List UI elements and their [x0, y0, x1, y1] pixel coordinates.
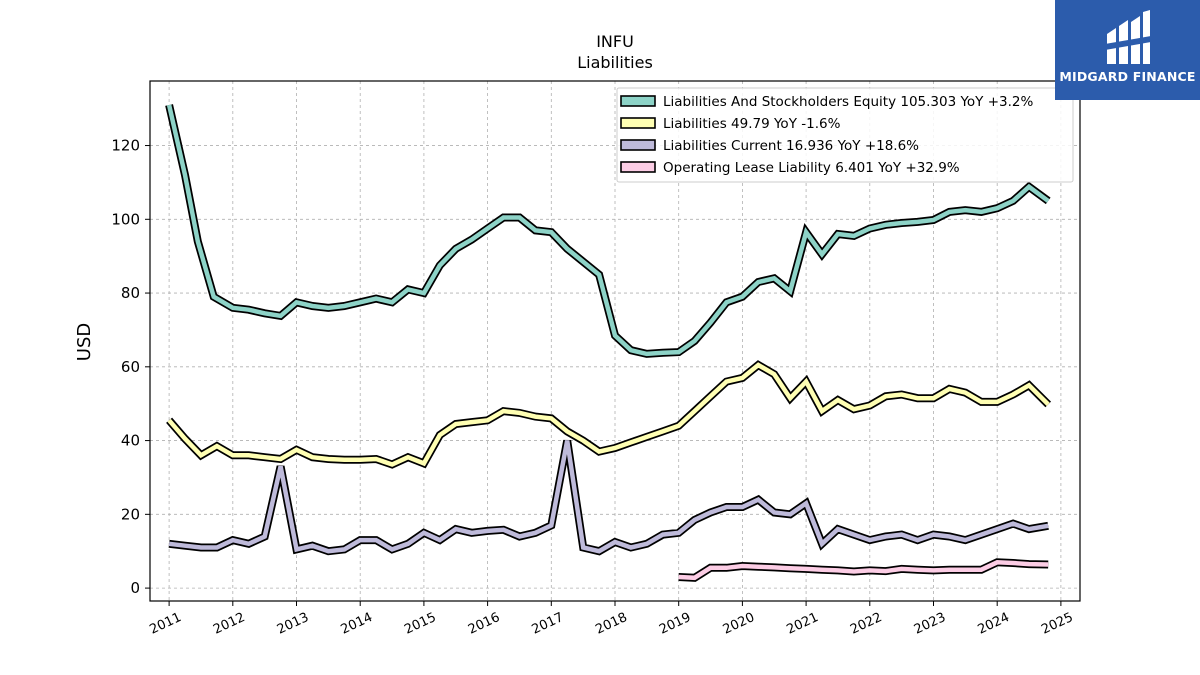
series-liabilities-and-stockholders-equity: [165, 104, 1051, 358]
x-tick-label: 2011: [147, 610, 183, 638]
legend-entry: Operating Lease Liability 6.401 YoY +32.…: [663, 160, 960, 176]
x-tick-label: 2024: [976, 610, 1012, 638]
brand-logo-text: MIDGARD FINANCE: [1059, 69, 1196, 84]
legend-swatch: [620, 161, 656, 173]
series-operating-lease-liability: [678, 558, 1049, 582]
chart-title: INFU: [596, 32, 634, 51]
x-tick-label: 2018: [593, 610, 629, 638]
x-tick-label: 2015: [402, 610, 438, 638]
series-line: [167, 362, 1050, 467]
series-outline: [168, 439, 1049, 556]
brand-logo: MIDGARD FINANCE: [1055, 0, 1200, 100]
y-tick-label: 60: [121, 358, 140, 376]
x-tick-label: 2022: [848, 610, 884, 638]
x-tick-label: 2023: [912, 610, 948, 638]
y-tick-label: 80: [121, 284, 140, 302]
series-liabilities-current: [168, 439, 1049, 556]
x-tick-label: 2019: [657, 610, 693, 638]
x-tick-label: 2021: [784, 610, 820, 638]
series-line: [166, 104, 1050, 357]
legend-swatch: [620, 95, 656, 107]
legend-entry: Liabilities And Stockholders Equity 105.…: [663, 94, 1033, 110]
series-layer: [165, 104, 1052, 582]
x-tick-label: 2020: [721, 610, 757, 638]
midgard-logo-icon: [1105, 10, 1151, 64]
y-tick-label: 20: [121, 505, 140, 523]
x-tick-label: 2016: [466, 610, 502, 638]
series-liabilities: [166, 360, 1052, 469]
x-tick-label: 2017: [530, 610, 566, 638]
legend-entry: Liabilities 49.79 YoY -1.6%: [663, 116, 841, 132]
y-tick-label: 100: [111, 210, 140, 228]
x-tick-label: 2013: [275, 610, 311, 638]
legend-swatch: [620, 117, 656, 129]
y-tick-label: 120: [111, 137, 140, 155]
series-line: [678, 560, 1049, 581]
legend-box: [616, 87, 1074, 183]
x-tick-label: 2014: [339, 610, 375, 638]
x-tick-label: 2025: [1039, 610, 1075, 638]
y-tick-label: 0: [130, 579, 140, 597]
legend: Liabilities And Stockholders Equity 105.…: [616, 87, 1074, 183]
x-tick-label: 2012: [211, 610, 247, 638]
axis-ticks: 2011 2012 2013 2014 2015 2016 2017 2018 2019 2020…: [111, 137, 1075, 638]
legend-entry: Liabilities Current 16.936 YoY +18.6%: [663, 138, 919, 154]
legend-swatch: [620, 139, 656, 151]
chart-subtitle: Liabilities: [577, 53, 653, 72]
y-axis-label: USD: [74, 323, 95, 361]
y-tick-label: 40: [121, 432, 140, 450]
series-line: [168, 440, 1049, 554]
